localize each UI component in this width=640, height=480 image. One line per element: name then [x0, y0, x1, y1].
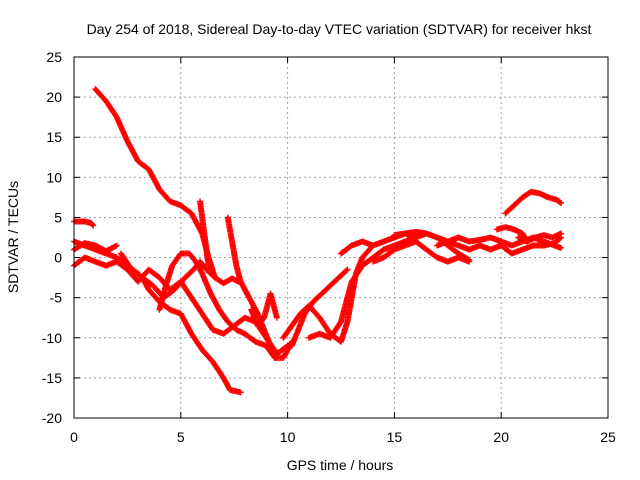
- series-arc-18: [493, 224, 530, 245]
- series-arc-15: [370, 238, 473, 265]
- x-tick-label: 15: [387, 429, 403, 445]
- x-tick-label: 0: [70, 429, 78, 445]
- x-tick-label: 5: [177, 429, 185, 445]
- plot-border: [73, 56, 609, 419]
- y-tick-label: 5: [54, 209, 62, 225]
- x-axis-label: GPS time / hours: [287, 457, 394, 473]
- data-point: [466, 258, 473, 265]
- data-point: [558, 230, 565, 237]
- series-arc-10: [248, 290, 280, 329]
- x-tick-label: 25: [600, 429, 616, 445]
- series-arc-9: [197, 198, 212, 269]
- y-axis-label: SDTVAR / TECUs: [5, 181, 21, 293]
- tick-labels: 0 5 10 15 20 25 -20 -15 -10 -5 0 5 10 15 20 25: [42, 49, 616, 445]
- data-point: [344, 266, 351, 273]
- series-arc-13: [305, 234, 419, 341]
- y-tick-label: 20: [46, 89, 62, 105]
- series-arc-1: [92, 86, 218, 281]
- series-arc-20: [515, 230, 565, 245]
- data-point: [89, 221, 96, 228]
- x-tick-label: 10: [280, 429, 296, 445]
- series-arc-5: [71, 240, 120, 255]
- data-point: [90, 222, 97, 229]
- y-tick-label: 15: [46, 129, 62, 145]
- data-point: [205, 262, 212, 269]
- data-point: [273, 349, 280, 356]
- y-tick-label: 25: [46, 49, 62, 65]
- y-tick-label: 10: [46, 169, 62, 185]
- y-tick-label: -10: [42, 330, 62, 346]
- chart-title: Day 254 of 2018, Sidereal Day-to-day VTE…: [87, 21, 592, 37]
- data-point: [237, 389, 244, 396]
- series-arc-11: [288, 266, 351, 349]
- series-arc-17: [434, 234, 565, 257]
- data-point: [113, 242, 120, 249]
- series-arc-6: [117, 250, 242, 301]
- y-tick-label: 0: [54, 250, 62, 266]
- data-marks: [71, 86, 565, 396]
- x-tick-label: 20: [493, 429, 509, 445]
- data-point: [273, 350, 280, 357]
- y-tick-label: -20: [42, 410, 62, 426]
- series-arc-19: [502, 188, 565, 217]
- data-point: [558, 244, 565, 251]
- y-tick-label: -5: [50, 290, 63, 306]
- data-point: [343, 267, 350, 274]
- y-tick-label: -15: [42, 370, 62, 386]
- data-point: [273, 314, 280, 321]
- data-point: [558, 200, 565, 207]
- series-arc-7: [156, 250, 295, 361]
- data-point: [556, 199, 563, 206]
